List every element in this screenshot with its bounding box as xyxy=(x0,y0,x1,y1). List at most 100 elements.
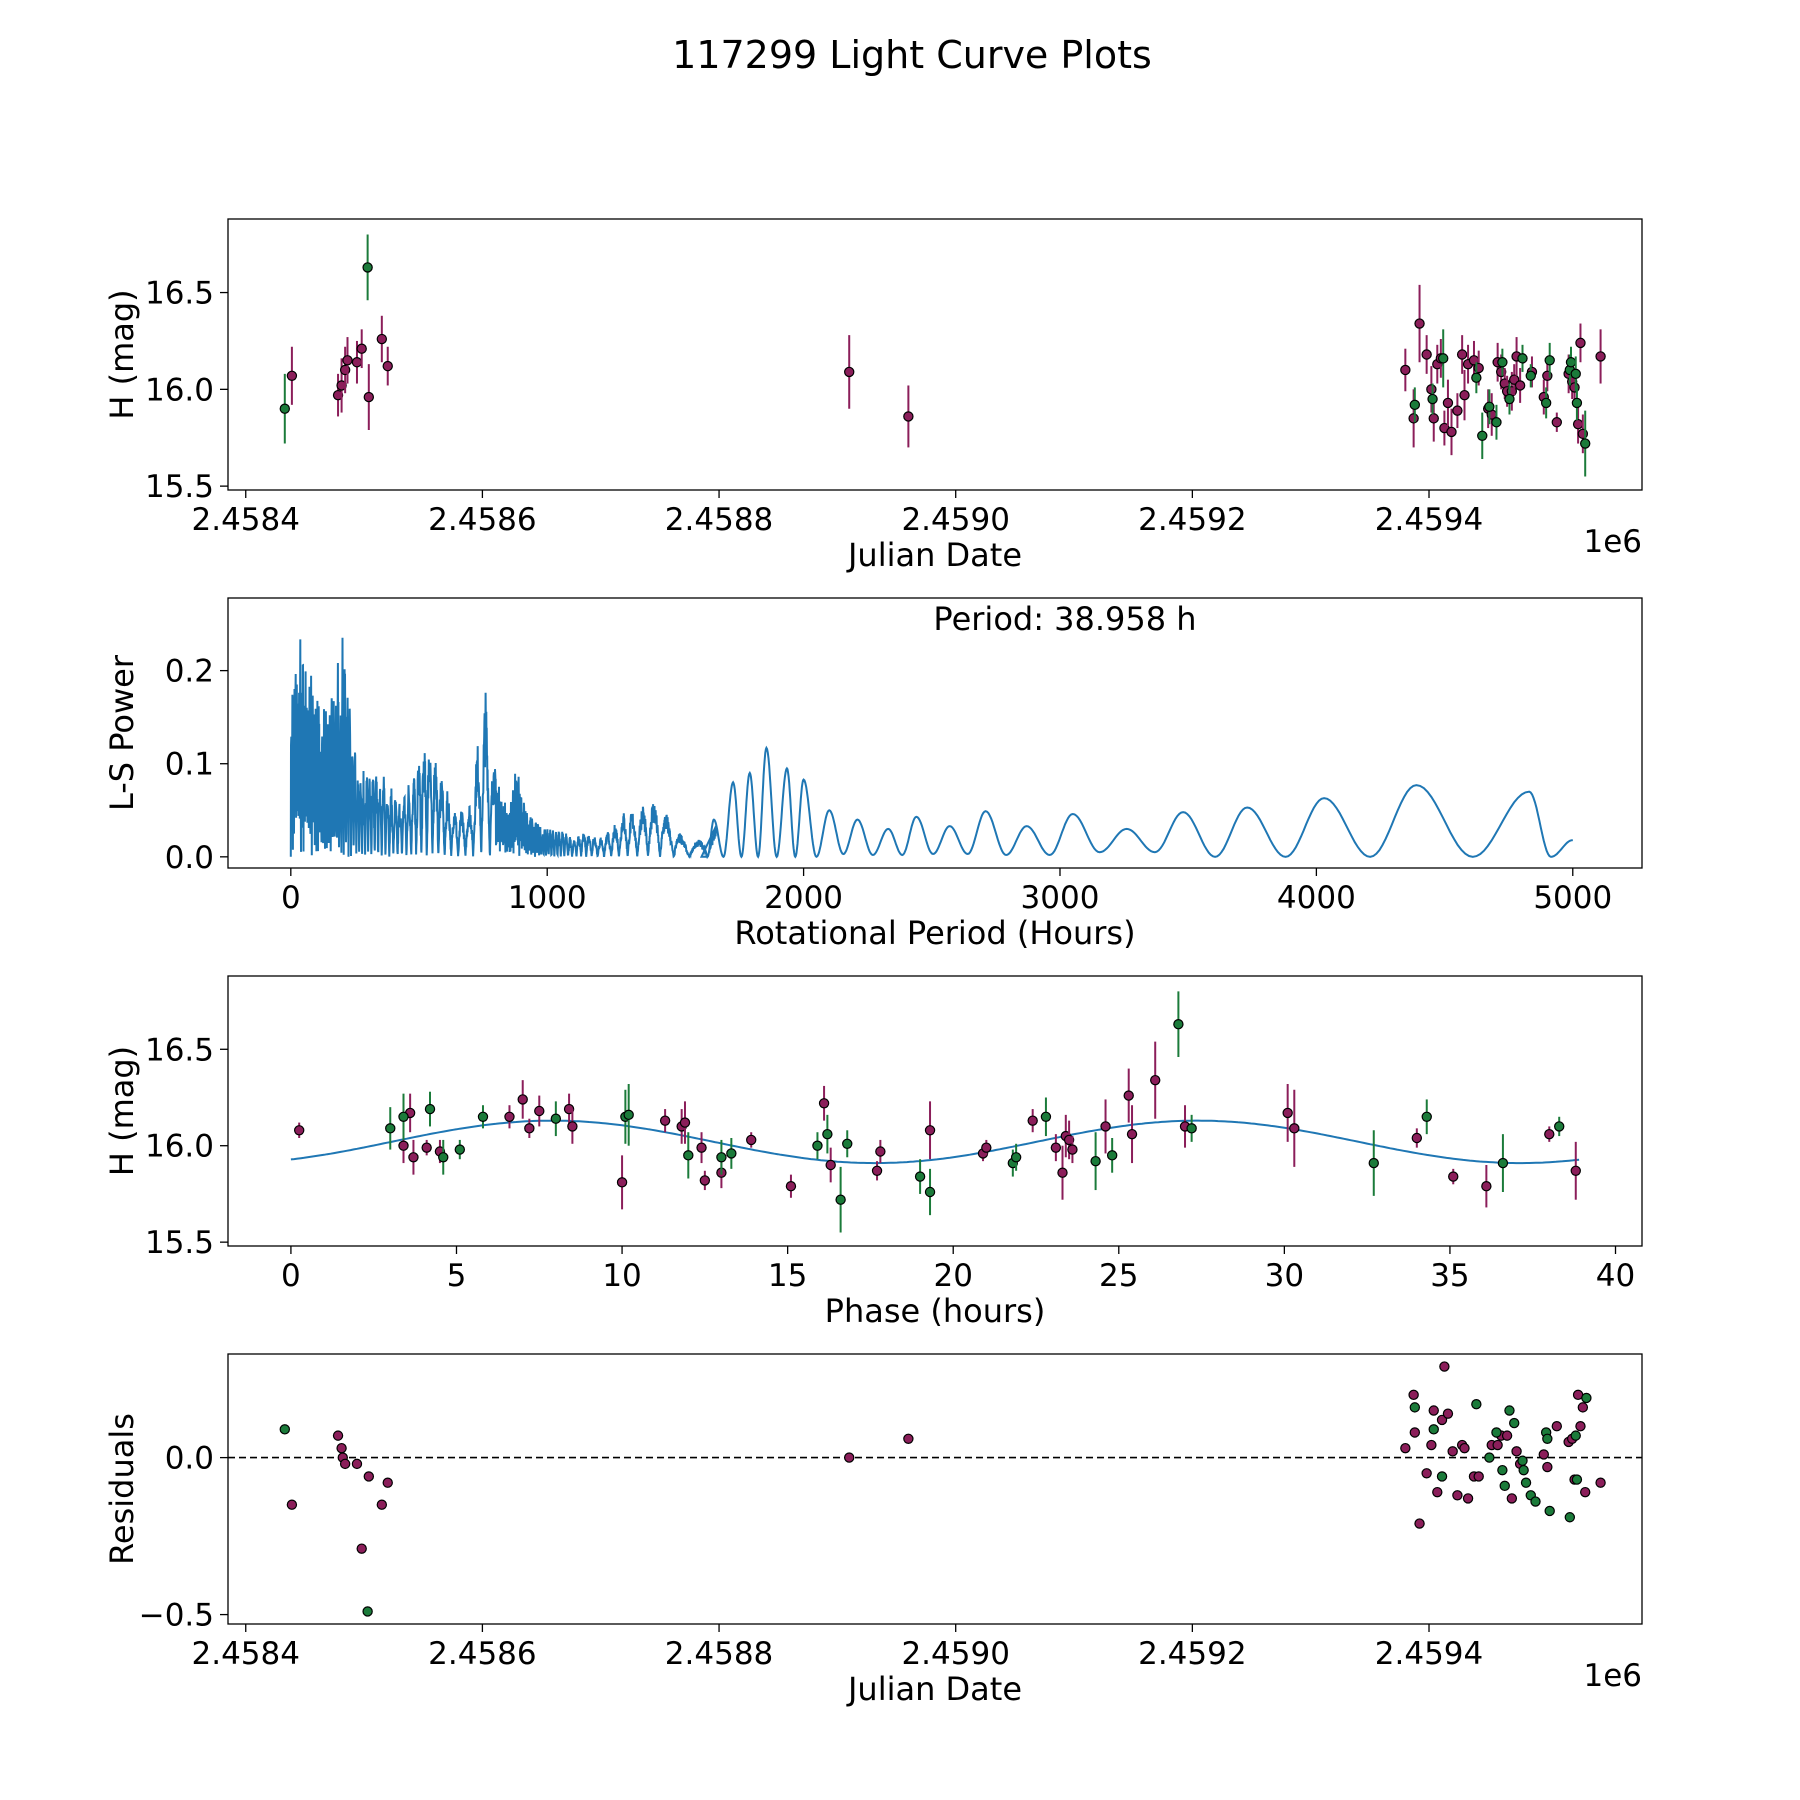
x-tick-label: 1000 xyxy=(508,880,587,916)
y-axis-label: L-S Power xyxy=(103,654,141,811)
data-point xyxy=(1575,337,1586,349)
x-tick-label: 2.4594 xyxy=(1375,502,1483,538)
data-point xyxy=(279,403,290,414)
y-tick-label: −0.5 xyxy=(139,1598,214,1634)
data-point xyxy=(1564,1512,1576,1523)
period-annotation: Period: 38.958 h xyxy=(933,600,1196,638)
data-point xyxy=(363,391,375,403)
data-point xyxy=(679,1117,691,1128)
data-point xyxy=(1186,1123,1197,1134)
data-point xyxy=(1492,1439,1503,1451)
data-point xyxy=(1509,1417,1520,1429)
data-point xyxy=(1520,1477,1532,1488)
data-point xyxy=(351,1458,363,1470)
x-tick-label: 20 xyxy=(933,1258,972,1294)
data-point xyxy=(1518,1464,1529,1476)
data-point xyxy=(1595,1477,1606,1488)
periodogram-data xyxy=(289,637,1573,860)
data-point xyxy=(1504,1405,1515,1416)
data-point xyxy=(1010,1152,1022,1163)
x-tick-label: 0 xyxy=(281,1258,301,1294)
data-point xyxy=(1501,1430,1513,1441)
data-point xyxy=(1428,1424,1439,1435)
data-point xyxy=(659,1115,671,1126)
data-point xyxy=(1150,1074,1161,1086)
data-point xyxy=(1477,430,1488,441)
x-tick-label: 2.4586 xyxy=(428,502,536,538)
data-point xyxy=(1484,401,1495,412)
data-point xyxy=(1447,1446,1458,1457)
data-point xyxy=(1409,1427,1421,1438)
x-tick-label: 30 xyxy=(1265,1258,1304,1294)
data-point xyxy=(699,1175,711,1186)
data-point xyxy=(924,1125,936,1136)
data-point xyxy=(1368,1157,1379,1169)
data-point xyxy=(616,1177,628,1188)
data-point xyxy=(332,389,344,401)
data-point xyxy=(825,1159,836,1171)
data-point xyxy=(1456,349,1468,360)
lightcurve-panel: 2.4584 2.4586 2.4588 2.4590 2.4592 2.4594 15.5… xyxy=(103,218,1643,574)
data-point xyxy=(1462,1493,1474,1504)
y-tick-label: 0.2 xyxy=(165,654,214,690)
purple-series xyxy=(293,1041,1581,1210)
data-point xyxy=(362,262,373,273)
periodogram-panel: 0 1000 2000 3000 4000 5000 0.0 0.1 0.2 Rotational… xyxy=(103,597,1643,952)
x-axis-label: Phase (hours) xyxy=(825,1292,1046,1330)
x-axis-label: Julian Date xyxy=(846,1670,1022,1708)
data-point xyxy=(1554,1121,1565,1132)
data-point xyxy=(903,411,914,422)
data-point xyxy=(1126,1128,1138,1140)
data-point xyxy=(1544,355,1555,366)
data-point xyxy=(356,343,367,354)
green-series xyxy=(385,991,1565,1233)
x-axis-label: Rotational Period (Hours) xyxy=(734,914,1135,952)
data-point xyxy=(1448,1171,1459,1182)
data-point xyxy=(1514,380,1526,391)
data-point xyxy=(1575,1421,1586,1432)
data-point xyxy=(286,1499,298,1510)
data-point xyxy=(421,1142,432,1153)
figure-title: 117299 Light Curve Plots xyxy=(672,33,1152,77)
model-fit-line xyxy=(290,1119,1580,1165)
data-point xyxy=(1421,1468,1432,1479)
data-point xyxy=(1571,1474,1583,1485)
data-point xyxy=(623,1109,634,1121)
data-point xyxy=(818,1098,830,1109)
data-point xyxy=(1551,1421,1563,1432)
residuals-panel: 2.4584 2.4586 2.4588 2.4590 2.4592 2.4594 −0.5… xyxy=(103,1353,1643,1708)
data-point xyxy=(1580,438,1591,449)
y-tick-label: 0.0 xyxy=(165,840,214,876)
plot-frame xyxy=(227,218,1643,491)
data-point xyxy=(398,1140,409,1151)
x-tick-label: 4000 xyxy=(1277,880,1356,916)
x-tick-label: 25 xyxy=(1099,1258,1138,1294)
data-point xyxy=(1459,1442,1470,1454)
y-axis-label: Residuals xyxy=(103,1413,141,1565)
x-tick-label: 2.4584 xyxy=(192,502,300,538)
data-point xyxy=(1577,1402,1589,1413)
data-point xyxy=(1428,1405,1439,1416)
x-axis-label: Julian Date xyxy=(846,536,1022,574)
data-point xyxy=(1408,1389,1419,1401)
data-point xyxy=(1542,1461,1553,1473)
data-point xyxy=(1506,1493,1518,1504)
data-point xyxy=(1427,393,1438,405)
data-point xyxy=(1282,1107,1293,1119)
data-point xyxy=(1565,357,1577,368)
data-point xyxy=(1414,1518,1425,1529)
data-point xyxy=(1542,1433,1553,1444)
data-point xyxy=(454,1144,466,1155)
phased-panel: 0 5 10 15 20 25 30 35 40 15.5 16.0 16.5 Phase (hours… xyxy=(103,975,1643,1330)
data-point xyxy=(1289,1123,1300,1134)
data-point xyxy=(385,1123,396,1134)
x-tick-label: 5000 xyxy=(1533,880,1612,916)
x-tick-label: 2.4590 xyxy=(901,1636,1009,1672)
data-point xyxy=(822,1128,833,1140)
data-point xyxy=(1408,413,1419,424)
data-point xyxy=(1432,1486,1443,1498)
data-point xyxy=(279,1424,290,1435)
data-point xyxy=(1471,1399,1482,1410)
data-point xyxy=(517,1094,528,1105)
data-point xyxy=(351,357,363,368)
